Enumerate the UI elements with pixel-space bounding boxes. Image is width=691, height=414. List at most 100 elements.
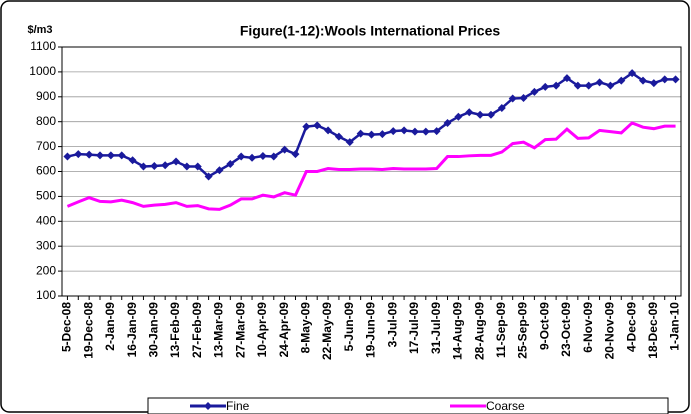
point (161, 161, 170, 170)
x-tick-label: 19-Jun-09 (364, 302, 378, 358)
x-tick-label: 18-Dec-09 (646, 302, 660, 359)
point (150, 162, 159, 171)
x-tick-label: 5-Dec-08 (60, 302, 74, 352)
point (410, 127, 419, 136)
point (193, 162, 202, 171)
x-tick-label: 27-Feb-09 (190, 302, 204, 358)
point (117, 151, 126, 160)
point (248, 153, 257, 162)
point (63, 152, 72, 161)
x-tick-label: 22-May-09 (320, 302, 334, 360)
y-tick-label: 800 (36, 114, 56, 128)
x-tick-label: 31-Jul-09 (429, 302, 443, 354)
point (74, 150, 83, 159)
point (617, 76, 626, 85)
point (96, 151, 105, 160)
point (562, 74, 571, 83)
y-tick-label: 300 (36, 238, 56, 252)
x-tick-label: 3-Jul-09 (385, 302, 399, 348)
point (508, 94, 517, 103)
x-tick-label: 4-Dec-09 (624, 302, 638, 352)
point (595, 78, 604, 87)
y-tick-label: 600 (36, 164, 56, 178)
x-tick-label: 25-Sep-09 (516, 302, 530, 359)
point (345, 138, 354, 147)
y-tick-label: 500 (36, 189, 56, 203)
point (204, 172, 213, 181)
y-axis-label: $/m3 (27, 24, 52, 36)
legend-label: Coarse (486, 399, 525, 413)
point (519, 94, 528, 103)
point (215, 166, 224, 175)
y-tick-label: 1000 (29, 64, 56, 78)
point (584, 81, 593, 90)
point (237, 152, 246, 161)
point (280, 145, 289, 154)
x-tick-label: 13-Feb-09 (168, 302, 182, 358)
y-tick-label: 100 (36, 288, 56, 302)
line-1 (66, 121, 676, 211)
x-tick-label: 27-Mar-09 (233, 302, 247, 358)
x-tick-label: 16-Jan-09 (125, 302, 139, 358)
point (476, 110, 485, 119)
y-tick-label: 700 (36, 139, 56, 153)
point (324, 126, 333, 135)
legend-marker (204, 402, 212, 410)
x-tick-label: 2-Jan-09 (103, 302, 117, 351)
x-tick-label: 23-Oct-09 (559, 302, 573, 357)
point (302, 122, 311, 131)
point (443, 118, 452, 127)
point (606, 81, 615, 90)
point (486, 110, 495, 119)
point (638, 76, 647, 85)
point (454, 112, 463, 121)
x-tick-label: 28-Aug-09 (472, 302, 486, 360)
x-tick-label: 9-Oct-09 (537, 302, 551, 350)
point (497, 104, 506, 113)
point (313, 121, 322, 130)
x-tick-label: 14-Aug-09 (451, 302, 465, 360)
y-tick-label: 200 (36, 263, 56, 277)
point (139, 162, 148, 171)
point (400, 126, 409, 135)
legend-label: Fine (226, 399, 250, 413)
point (182, 162, 191, 171)
point (389, 127, 398, 136)
x-tick-label: 11-Sep-09 (494, 302, 508, 358)
x-tick-label: 13-Mar-09 (212, 302, 226, 358)
point (530, 87, 539, 96)
x-tick-label: 5-Jun-09 (342, 302, 356, 352)
x-tick-label: 24-Apr-09 (277, 302, 291, 358)
point (356, 129, 365, 138)
point (660, 75, 669, 84)
y-tick-label: 1100 (30, 39, 56, 53)
point (367, 130, 376, 139)
x-tick-label: 19-Dec-08 (81, 302, 95, 359)
point (85, 150, 94, 159)
point (465, 108, 474, 117)
point (269, 152, 278, 161)
x-tick-label: 17-Jul-09 (407, 302, 421, 354)
x-tick-label: 20-Nov-09 (603, 302, 617, 360)
point (552, 81, 561, 90)
point (649, 79, 658, 88)
point (106, 151, 115, 160)
point (421, 127, 430, 136)
point (573, 81, 582, 90)
point (378, 130, 387, 139)
x-tick-label: 10-Apr-09 (255, 302, 269, 358)
point (258, 152, 267, 161)
point (628, 69, 637, 78)
legend-box (147, 397, 669, 414)
point (541, 82, 550, 91)
chart-title: Figure(1-12):Wools International Prices (240, 23, 501, 39)
y-tick-label: 900 (36, 89, 56, 103)
point (172, 157, 181, 166)
point (128, 156, 137, 165)
x-tick-label: 8-May-09 (299, 302, 313, 354)
point (226, 160, 235, 169)
point (671, 75, 680, 84)
point (291, 150, 300, 159)
point (334, 132, 343, 141)
